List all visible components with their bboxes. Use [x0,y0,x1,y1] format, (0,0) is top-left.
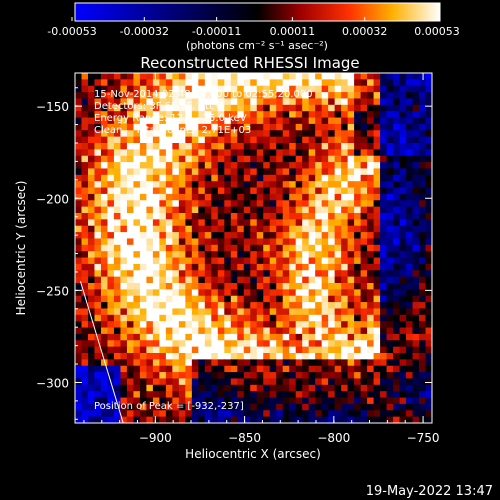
chart-title: Reconstructed RHESSI Image [140,54,359,72]
x-tick-label: −750 [407,431,440,445]
y-tick-label: −150 [36,100,69,114]
x-axis-label: Heliocentric X (arcsec) [185,447,321,461]
y-tick-label: −300 [36,376,69,390]
peak-position-label: Position of Peak = [-932,-237] [94,401,244,412]
colorbar-gradient [74,2,441,22]
colorbar-tick-label: 0.00053 [414,25,460,38]
x-tick-label: −800 [317,431,350,445]
info-block: 15-Nov-2014 02:48:20.000 to 02:55:20.000… [94,89,313,412]
colorbar-units: (photons cm⁻² s⁻¹ asec⁻²) [186,39,328,52]
info-counts: Clean Total counts: 2.71E+03 [94,125,251,136]
solar-limb-line [79,281,124,423]
colorbar: -0.00053 -0.00032 -0.00011 0.00011 0.00032 0.… [47,2,460,52]
plot-frame [74,72,433,424]
colorbar-tick-label: -0.00011 [192,25,241,38]
heatmap [75,73,432,423]
info-energy-range: Energy Range: 12.0 - 25.0 keV [94,113,247,124]
colorbar-tick-label: -0.00032 [120,25,169,38]
info-time-range: 15-Nov-2014 02:48:20.000 to 02:55:20.000 [94,89,313,100]
info-detectors: Detectors: 3F 6F 9F, Att 0 [94,101,222,112]
x-tick-label: −900 [139,431,172,445]
colorbar-tick-label: 0.00011 [270,25,316,38]
y-tick-label: −250 [36,284,69,298]
timestamp: 19-May-2022 13:47 [366,484,493,499]
colorbar-tick-label: -0.00053 [47,25,96,38]
x-tick-label: −850 [228,431,261,445]
y-tick-label: −200 [36,192,69,206]
y-axis-label: Heliocentric Y (arcsec) [14,181,28,316]
colorbar-tick-label: 0.00032 [342,25,388,38]
